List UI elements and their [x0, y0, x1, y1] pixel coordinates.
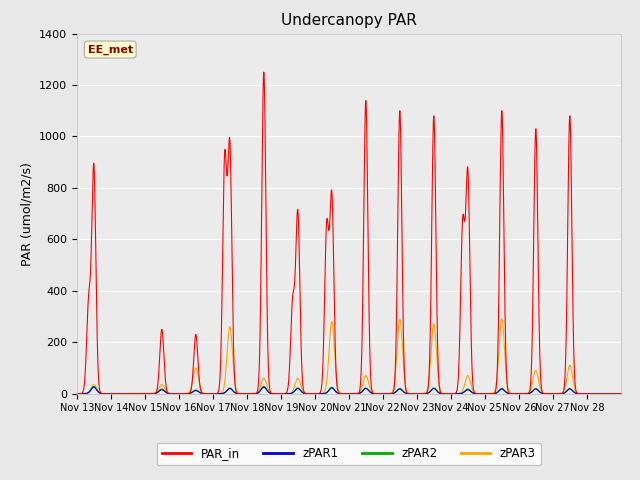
- Legend: PAR_in, zPAR1, zPAR2, zPAR3: PAR_in, zPAR1, zPAR2, zPAR3: [157, 443, 541, 465]
- Text: EE_met: EE_met: [88, 44, 133, 55]
- Y-axis label: PAR (umol/m2/s): PAR (umol/m2/s): [20, 162, 33, 265]
- Title: Undercanopy PAR: Undercanopy PAR: [281, 13, 417, 28]
